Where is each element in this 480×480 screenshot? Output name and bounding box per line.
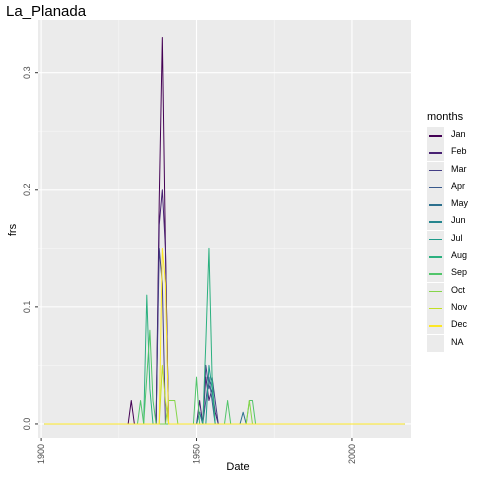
legend-item-jun: Jun (427, 213, 477, 231)
y-tick-label: 0.1 (22, 301, 32, 314)
series-group (44, 37, 405, 425)
series-line-dec (44, 247, 405, 425)
legend-swatch (429, 238, 442, 241)
legend-label: Nov (451, 301, 468, 312)
legend-swatch (429, 273, 442, 275)
legend-label: Oct (451, 284, 466, 295)
x-tick-label: 2000 (347, 444, 357, 464)
y-tick-label: 0.0 (22, 418, 32, 431)
legend-item-na: NA (427, 334, 477, 352)
legend-key (427, 144, 444, 162)
legend-label: Jul (451, 232, 463, 243)
legend-key (427, 230, 444, 248)
x-tick-label: 1900 (36, 444, 46, 464)
legend-item-mar: Mar (427, 161, 477, 179)
legend-key (427, 265, 444, 283)
legend-swatch (429, 186, 442, 189)
legend-item-sep: Sep (427, 265, 477, 283)
y-tick-label: 0.2 (22, 184, 32, 197)
legend-label: Jun (451, 215, 466, 226)
legend-swatch (429, 169, 442, 172)
legend-key (427, 213, 444, 231)
legend-label: Jan (451, 129, 466, 139)
legend-item-aug: Aug (427, 248, 477, 266)
legend-item-nov: Nov (427, 299, 477, 317)
legend-item-may: May (427, 196, 477, 214)
legend-swatch (429, 152, 442, 154)
legend-label: Sep (451, 267, 468, 278)
legend-label: Mar (451, 163, 467, 174)
legend-swatch (429, 325, 442, 327)
legend-item-feb: Feb (427, 144, 477, 162)
grid-lines (38, 20, 411, 438)
legend-item-jan: Jan (427, 127, 477, 144)
legend-swatch (429, 221, 442, 223)
legend-swatch (429, 204, 442, 206)
legend-key (427, 299, 444, 317)
legend-swatch (429, 256, 442, 258)
legend-key (427, 161, 444, 179)
legend-key (427, 334, 444, 352)
x-axis-label: Date (226, 461, 250, 473)
legend-item-dec: Dec (427, 317, 477, 335)
legend-key (427, 317, 444, 335)
axis-ticks: 0.0 0.1 0.2 0.3 1900 1950 2000 (22, 66, 357, 464)
legend-key (427, 196, 444, 214)
legend-swatch (429, 135, 442, 137)
chart-title: La_Planada (6, 3, 87, 20)
legend-item-oct: Oct (427, 282, 477, 300)
y-tick-label: 0.3 (22, 66, 32, 79)
legend-label: Apr (451, 180, 466, 191)
legend-key (427, 178, 444, 196)
legend-item-apr: Apr (427, 178, 477, 196)
legend-key (427, 282, 444, 300)
legend: Jan Feb Mar Apr May Jun Jul Aug Sep Oct Nov Dec NA (427, 127, 477, 352)
legend-swatch (429, 307, 442, 310)
legend-label: May (451, 198, 469, 209)
legend-label: NA (451, 336, 464, 347)
legend-label: Feb (451, 146, 467, 157)
legend-key (427, 248, 444, 266)
legend-label: Dec (451, 319, 468, 330)
legend-title: months (427, 111, 464, 123)
legend-key (427, 127, 444, 144)
legend-item-jul: Jul (427, 230, 477, 248)
legend-label: Aug (451, 250, 468, 261)
plot-panel-background (38, 20, 411, 438)
x-tick-label: 1950 (192, 444, 202, 464)
legend-swatch (429, 290, 442, 293)
